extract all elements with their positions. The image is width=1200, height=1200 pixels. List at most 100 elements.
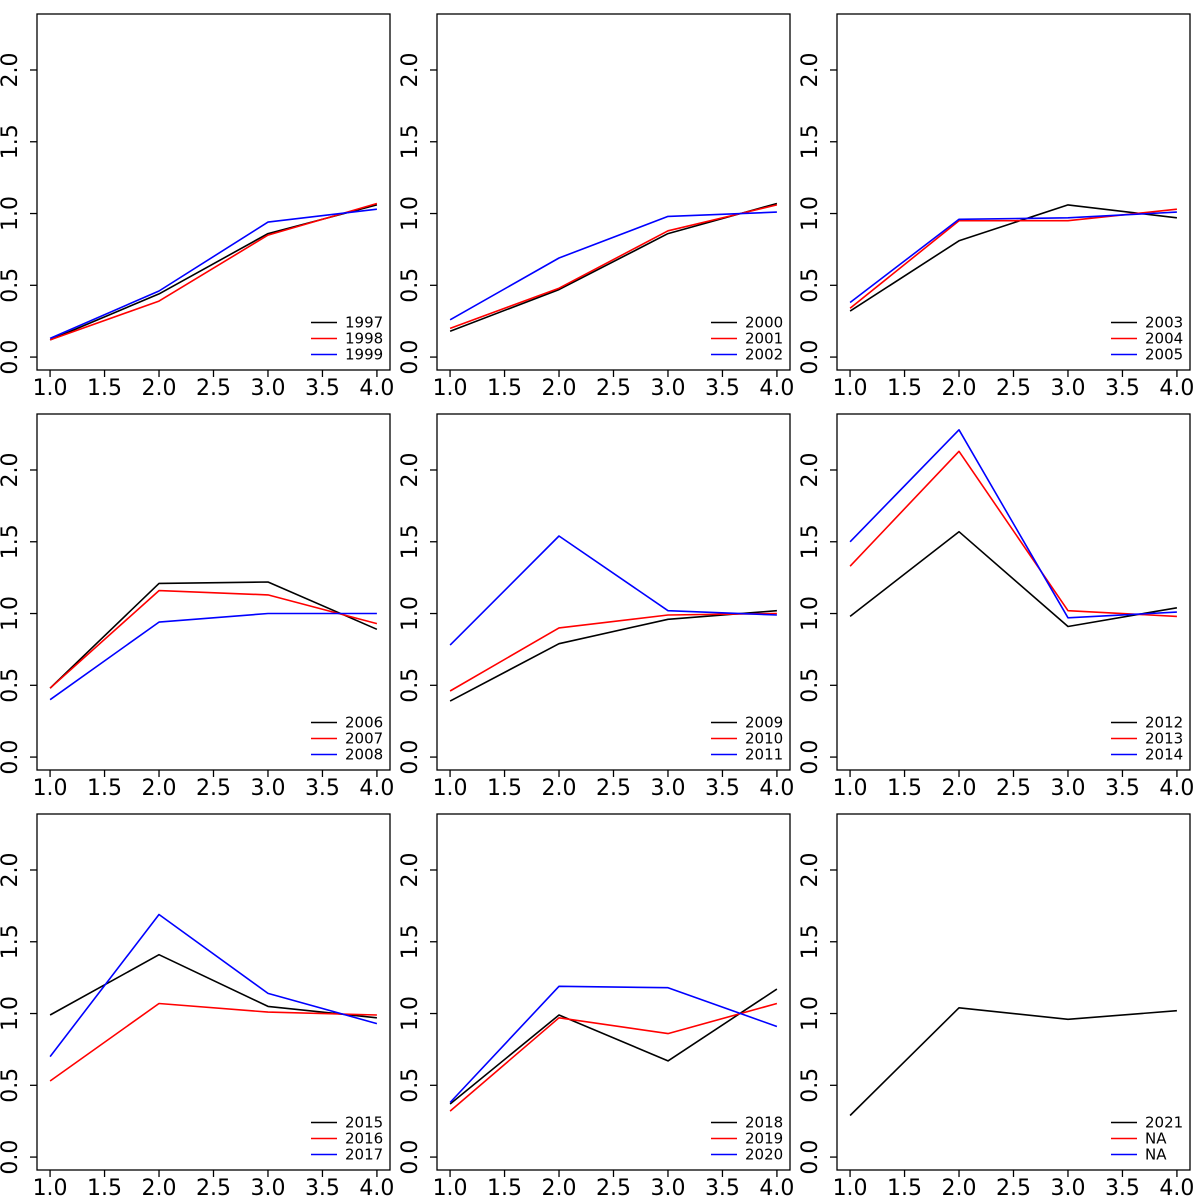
x-tick-label: 2.0 xyxy=(542,376,577,400)
series-line-2009 xyxy=(449,609,777,702)
y-tick-label: 1.5 xyxy=(800,124,823,159)
x-tick-label: 4.0 xyxy=(759,376,794,400)
series-line-2003 xyxy=(849,204,1177,312)
y-tick-label: 0.0 xyxy=(400,1140,423,1175)
y-tick-label: 0.5 xyxy=(0,668,23,703)
legend-label: 2021 xyxy=(1145,1114,1183,1132)
x-tick-label: 4.0 xyxy=(359,376,394,400)
y-tick-label: 0.0 xyxy=(800,340,823,375)
plot-box xyxy=(836,813,1191,1171)
legend-label: 2000 xyxy=(745,314,783,332)
x-tick-label: 4.0 xyxy=(359,1176,394,1200)
x-tick-label: 4.0 xyxy=(1159,776,1194,800)
y-axis: 0.0 0.5 1.0 1.5 2.0 xyxy=(800,852,837,1175)
x-tick-label: 2.5 xyxy=(996,1176,1031,1200)
x-axis: 1.0 1.5 2.0 2.5 3.0 3.5 4.0 xyxy=(833,770,1194,800)
x-tick-label: 1.0 xyxy=(433,376,468,400)
y-tick-label: 1.5 xyxy=(0,524,23,559)
series-lines xyxy=(849,428,1178,628)
legend-label: 2004 xyxy=(1145,330,1183,348)
x-tick-label: 4.0 xyxy=(759,1176,794,1200)
y-tick-label: 1.0 xyxy=(400,996,423,1031)
x-tick-label: 3.5 xyxy=(305,376,340,400)
x-tick-label: 2.5 xyxy=(196,1176,231,1200)
x-tick-label: 1.5 xyxy=(887,776,922,800)
series-lines xyxy=(449,985,778,1112)
legend-label: 2009 xyxy=(745,714,783,732)
y-tick-label: 1.5 xyxy=(800,524,823,559)
x-tick-label: 1.5 xyxy=(487,1176,522,1200)
legend-label: 2020 xyxy=(745,1146,783,1164)
series-line-2005 xyxy=(849,211,1177,304)
series-line-2011 xyxy=(449,535,777,646)
y-tick-label: 1.0 xyxy=(400,596,423,631)
y-tick-label: 1.0 xyxy=(0,596,23,631)
y-tick-label: 1.5 xyxy=(0,124,23,159)
x-axis: 1.0 1.5 2.0 2.5 3.0 3.5 4.0 xyxy=(33,370,394,400)
line-chart-2003-2005: 1.0 1.5 2.0 2.5 3.0 3.5 4.0 0.0 0.5 1.0 1.5 2.0 2003… xyxy=(800,13,1194,400)
series-line-1998 xyxy=(49,202,378,341)
series-lines xyxy=(849,1007,1177,1117)
x-tick-label: 4.0 xyxy=(1159,376,1194,400)
line-chart-2012-2014: 1.0 1.5 2.0 2.5 3.0 3.5 4.0 0.0 0.5 1.0 1.5 2.0 2012… xyxy=(800,413,1194,800)
legend-label: 2018 xyxy=(745,1114,783,1132)
y-tick-label: 0.0 xyxy=(0,340,23,375)
x-tick-label: 2.5 xyxy=(596,776,631,800)
y-tick-label: 0.5 xyxy=(0,268,23,303)
y-tick-label: 1.0 xyxy=(800,996,823,1031)
series-line-2012 xyxy=(849,530,1178,628)
series-lines xyxy=(49,913,378,1082)
y-tick-label: 0.0 xyxy=(400,340,423,375)
x-tick-label: 4.0 xyxy=(759,776,794,800)
x-axis: 1.0 1.5 2.0 2.5 3.0 3.5 4.0 xyxy=(433,1170,794,1200)
y-tick-label: 0.0 xyxy=(0,740,23,775)
y-tick-label: 1.0 xyxy=(0,196,23,231)
y-tick-label: 0.5 xyxy=(400,1068,423,1103)
line-chart-2015-2017: 1.0 1.5 2.0 2.5 3.0 3.5 4.0 0.0 0.5 1.0 1.5 2.0 2015… xyxy=(0,813,394,1200)
legend-label: 2016 xyxy=(345,1130,383,1148)
y-tick-label: 2.0 xyxy=(400,452,423,487)
x-tick-label: 3.5 xyxy=(705,776,740,800)
series-line-2013 xyxy=(849,450,1177,618)
x-tick-label: 1.5 xyxy=(87,776,122,800)
line-chart-2009-2011: 1.0 1.5 2.0 2.5 3.0 3.5 4.0 0.0 0.5 1.0 1.5 2.0 2009… xyxy=(400,413,794,800)
panel-2003-2005: 1.0 1.5 2.0 2.5 3.0 3.5 4.0 0.0 0.5 1.0 1.5 2.0 2003… xyxy=(800,0,1200,400)
y-axis: 0.0 0.5 1.0 1.5 2.0 xyxy=(800,452,837,775)
legend-label: 2012 xyxy=(1145,714,1183,732)
x-tick-label: 3.0 xyxy=(650,376,685,400)
y-tick-label: 1.0 xyxy=(0,996,23,1031)
series-line-2002 xyxy=(449,211,777,321)
y-axis: 0.0 0.5 1.0 1.5 2.0 xyxy=(0,52,37,375)
x-axis: 1.0 1.5 2.0 2.5 3.0 3.5 4.0 xyxy=(433,370,794,400)
x-tick-label: 3.5 xyxy=(305,1176,340,1200)
series-lines xyxy=(49,581,378,701)
x-tick-label: 1.5 xyxy=(87,1176,122,1200)
x-tick-label: 3.5 xyxy=(1105,1176,1140,1200)
x-axis: 1.0 1.5 2.0 2.5 3.0 3.5 4.0 xyxy=(33,770,394,800)
plot-box xyxy=(36,813,391,1171)
legend-label: 2005 xyxy=(1145,346,1183,364)
x-tick-label: 2.0 xyxy=(542,1176,577,1200)
x-tick-label: 1.5 xyxy=(887,1176,922,1200)
y-axis: 0.0 0.5 1.0 1.5 2.0 xyxy=(0,852,37,1175)
legend-label: 2013 xyxy=(1145,730,1183,748)
x-tick-label: 2.5 xyxy=(196,376,231,400)
x-tick-label: 3.5 xyxy=(1105,376,1140,400)
x-tick-label: 1.5 xyxy=(887,376,922,400)
series-lines xyxy=(449,202,778,332)
series-line-2001 xyxy=(449,204,778,330)
y-tick-label: 0.5 xyxy=(0,1068,23,1103)
series-line-2014 xyxy=(849,428,1177,619)
y-tick-label: 1.5 xyxy=(400,924,423,959)
x-tick-label: 2.0 xyxy=(142,376,177,400)
legend-label: 2019 xyxy=(745,1130,783,1148)
x-tick-label: 1.5 xyxy=(87,376,122,400)
series-lines xyxy=(849,204,1177,312)
legend-label: NA xyxy=(1145,1146,1167,1164)
